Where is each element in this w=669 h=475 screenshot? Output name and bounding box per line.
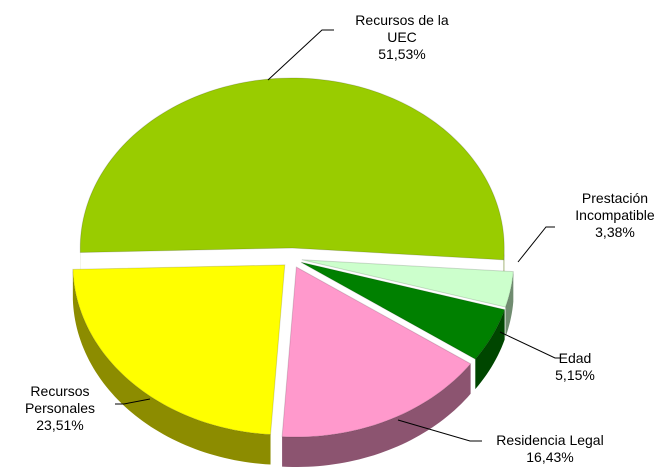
category-label: Edad (558, 350, 592, 366)
leaders (115, 29, 566, 442)
tops (72, 77, 514, 438)
slice (300, 261, 506, 360)
leader-line (397, 419, 482, 442)
value-label: 3,38% (595, 224, 635, 240)
slice (79, 77, 505, 261)
slice (301, 259, 514, 308)
data-label: Recursos de la UEC 51,53% (342, 12, 462, 63)
data-label: Prestación Incompatible 3,38% (560, 190, 669, 241)
slice-side (505, 271, 514, 338)
value-label: 51,53% (378, 46, 426, 62)
data-label: Edad 5,15% (540, 350, 610, 384)
value-label: 23,51% (36, 417, 84, 433)
data-label: Residencia Legal 16,43% (470, 432, 630, 466)
slice (72, 264, 286, 436)
slice-side (475, 309, 505, 390)
data-label: Recursos Personales 23,51% (10, 383, 110, 434)
value-label: 5,15% (555, 367, 595, 383)
leader-line (499, 331, 566, 359)
category-label: Recursos de la UEC (355, 12, 449, 45)
slice (281, 266, 472, 438)
sides (72, 248, 514, 468)
leader-line (115, 398, 151, 405)
category-label: Prestación Incompatible (575, 190, 655, 223)
category-label: Recursos Personales (24, 383, 96, 416)
value-label: 16,43% (526, 449, 574, 465)
category-label: Residencia Legal (496, 432, 604, 448)
leader-line (517, 226, 555, 263)
slice-side (282, 363, 471, 468)
slice-side (72, 269, 271, 465)
leader-line (267, 29, 334, 81)
